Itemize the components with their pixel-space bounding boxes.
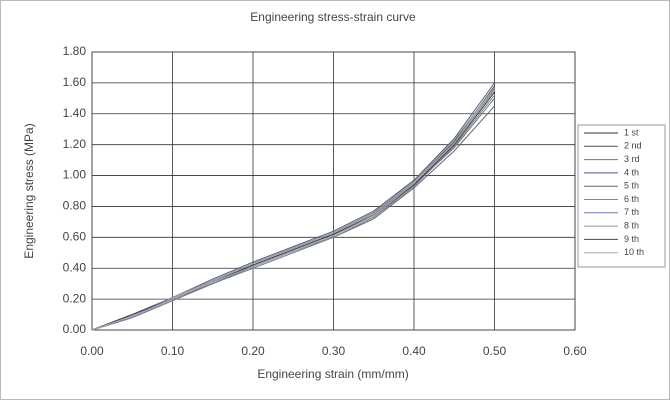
legend-label: 3 rd bbox=[624, 154, 640, 164]
y-tick-label: 0.40 bbox=[63, 260, 87, 274]
y-tick-label: 1.20 bbox=[63, 137, 87, 151]
legend-label: 8 th bbox=[624, 220, 639, 230]
legend-label: 4 th bbox=[624, 167, 639, 177]
x-tick-label: 0.30 bbox=[322, 344, 346, 358]
chart-title: Engineering stress-strain curve bbox=[250, 10, 416, 24]
y-tick-label: 1.00 bbox=[63, 168, 87, 182]
y-tick-label: 1.40 bbox=[63, 106, 87, 120]
x-axis-label: Engineering strain (mm/mm) bbox=[257, 367, 408, 381]
legend-label: 5 th bbox=[624, 181, 639, 191]
legend-box bbox=[577, 124, 666, 268]
x-tick-label: 0.50 bbox=[483, 344, 507, 358]
x-tick-label: 0.60 bbox=[563, 344, 587, 358]
legend-label: 2 nd bbox=[624, 141, 642, 151]
y-tick-label: 1.80 bbox=[63, 44, 87, 58]
x-tick-label: 0.20 bbox=[241, 344, 265, 358]
y-tick-label: 0.60 bbox=[63, 230, 87, 244]
y-axis-label: Engineering stress (MPa) bbox=[22, 123, 36, 258]
legend-label: 6 th bbox=[624, 194, 639, 204]
y-tick-label: 0.00 bbox=[63, 322, 87, 336]
legend-label: 7 th bbox=[624, 207, 639, 217]
series-line bbox=[91, 94, 495, 331]
y-tick-label: 0.80 bbox=[63, 199, 87, 213]
y-tick-label: 0.20 bbox=[63, 291, 87, 305]
legend-label: 9 th bbox=[624, 234, 639, 244]
legend-label: 10 th bbox=[624, 247, 644, 257]
y-tick-label: 1.60 bbox=[63, 75, 87, 89]
x-tick-label: 0.40 bbox=[402, 344, 426, 358]
legend-label: 1 st bbox=[624, 127, 639, 137]
series-line bbox=[91, 90, 495, 331]
x-tick-label: 0.00 bbox=[80, 344, 104, 358]
x-tick-label: 0.10 bbox=[161, 344, 185, 358]
